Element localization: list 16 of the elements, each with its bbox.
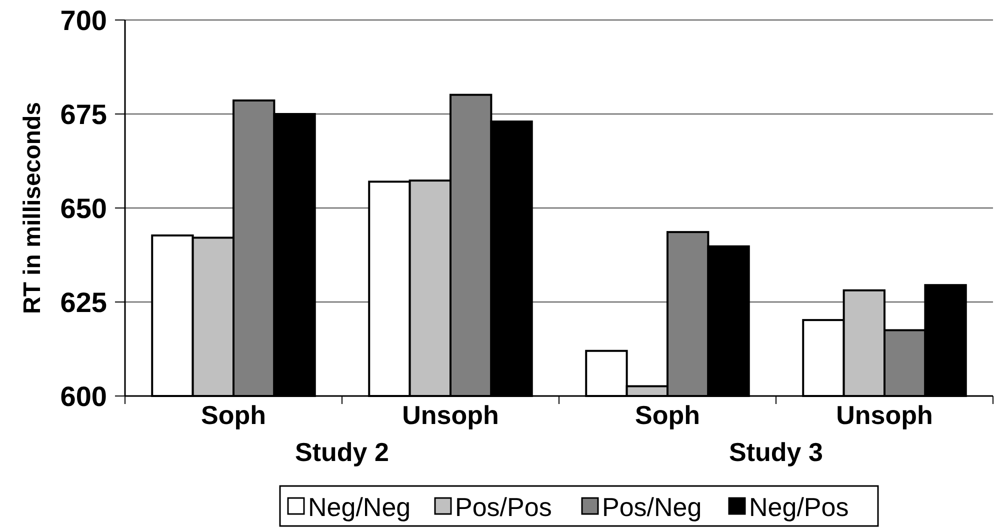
y-tick-label: 650 xyxy=(60,192,107,224)
x-tick-label: Soph xyxy=(635,400,700,430)
y-axis-title: RT in milliseconds xyxy=(19,102,46,314)
text: Study 3 xyxy=(729,437,823,467)
x-tick-label: Unsoph xyxy=(402,400,499,430)
y-tick-label: 675 xyxy=(60,98,107,130)
y-tick-label: 700 xyxy=(60,4,107,36)
legend-label: Neg/Pos xyxy=(749,492,849,522)
y-tick-label: 600 xyxy=(60,380,107,412)
text: Study 2 xyxy=(295,437,389,467)
y-tick-label: 625 xyxy=(60,286,107,318)
legend-label: Pos/Neg xyxy=(602,492,702,522)
x-tick-label: Unsoph xyxy=(836,400,933,430)
legend-label: Pos/Pos xyxy=(455,492,552,522)
x-tick-label: Soph xyxy=(201,400,266,430)
legend-label: Neg/Neg xyxy=(308,492,411,522)
